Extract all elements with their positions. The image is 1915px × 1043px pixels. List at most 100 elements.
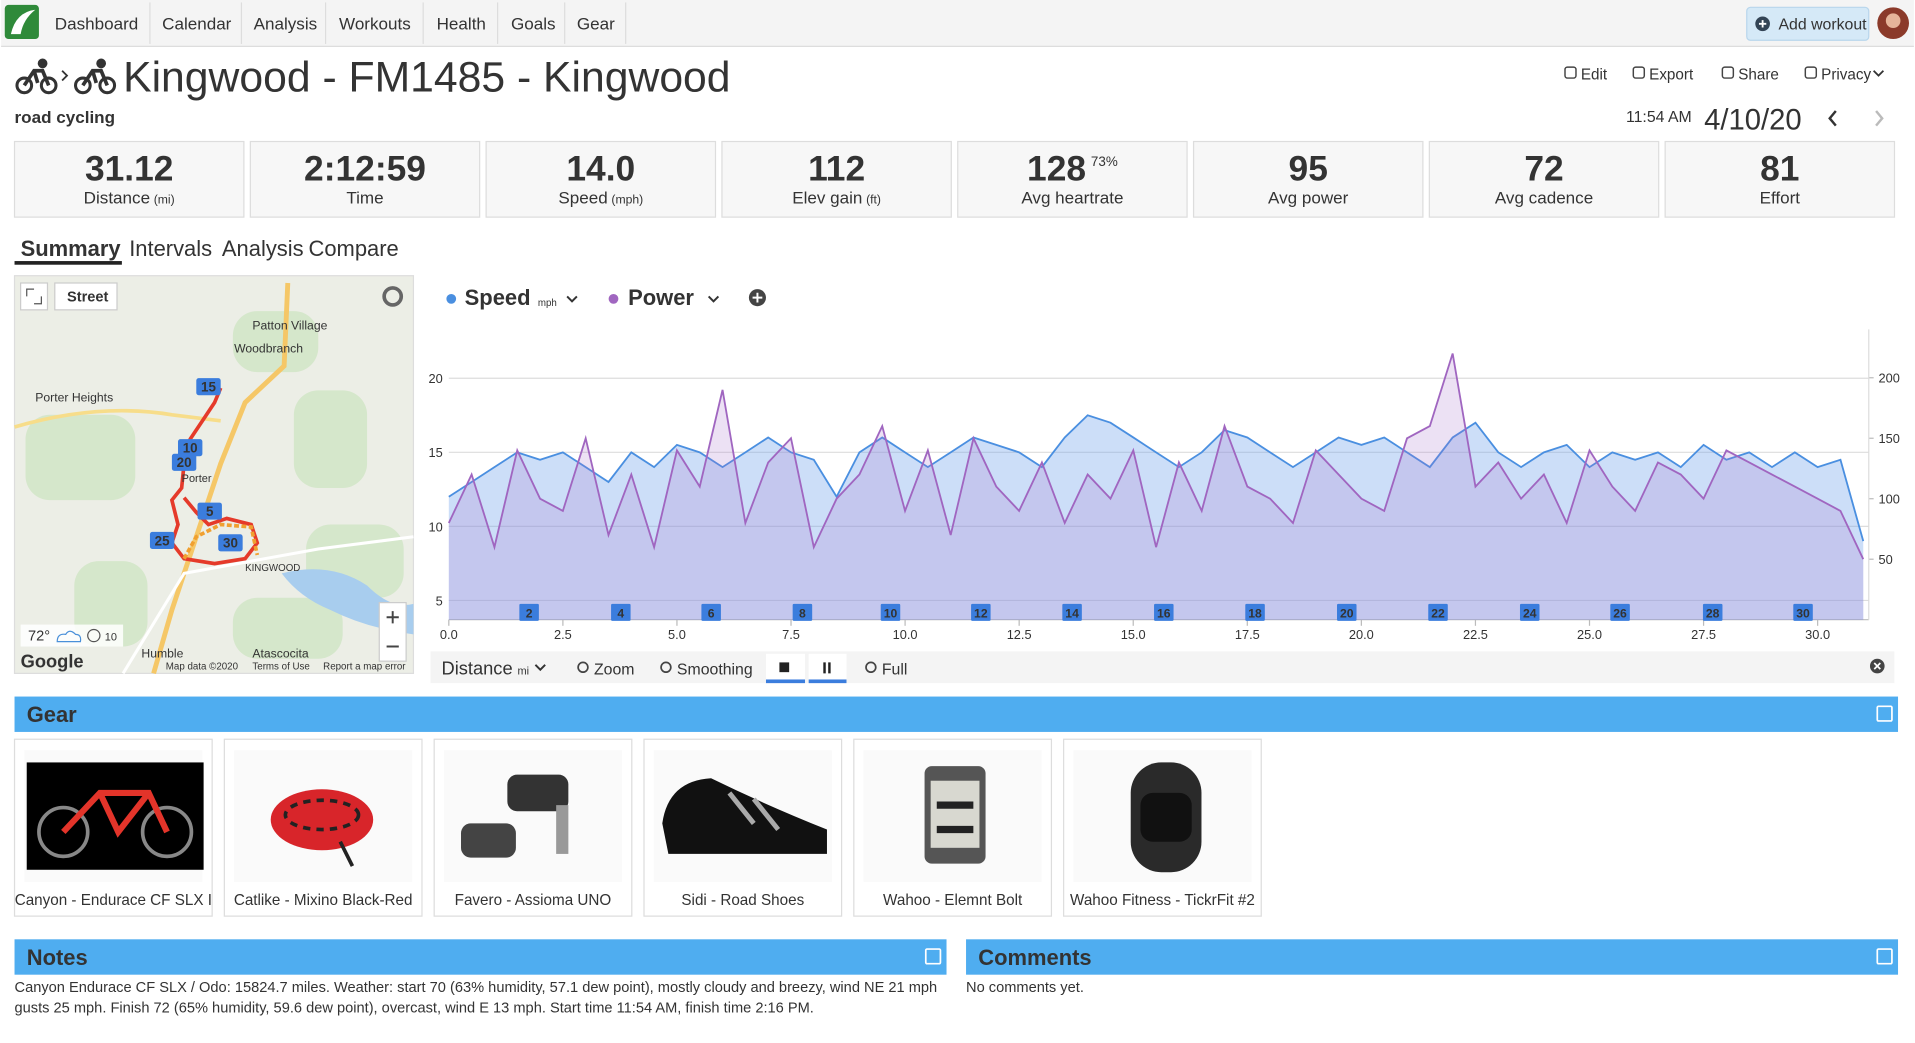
x-tick-label: 20.0 <box>1349 627 1374 642</box>
nav-item[interactable]: Goals <box>511 14 556 33</box>
map-attribution: Terms of Use <box>252 662 309 673</box>
prev-date[interactable] <box>1828 110 1837 127</box>
legend-label[interactable]: Power <box>628 285 694 310</box>
tab[interactable]: Summary <box>21 236 122 261</box>
lap-marker[interactable] <box>1793 603 1813 621</box>
map-temp: 72° <box>28 628 50 644</box>
x-tick-label: 2.5 <box>554 627 572 642</box>
tab[interactable]: Analysis <box>222 236 304 261</box>
stat-box <box>1664 140 1896 218</box>
stat-value: 95 <box>1289 150 1328 189</box>
map-road <box>14 408 221 429</box>
stat-number: 14.0 <box>566 150 635 189</box>
map-lap-marker[interactable] <box>197 502 222 520</box>
lap-marker[interactable] <box>971 603 991 621</box>
helmet-vent <box>283 798 361 832</box>
stat-number: 2:12:59 <box>304 150 426 189</box>
lap-marker[interactable] <box>611 603 631 621</box>
lap-marker[interactable] <box>1428 603 1448 621</box>
nav-item[interactable]: Dashboard <box>55 14 138 33</box>
x-axis-selector[interactable]: Distance mi <box>441 658 529 679</box>
stat-value: 112 <box>808 150 865 189</box>
sport-icon-body <box>22 68 51 87</box>
tab[interactable]: Intervals <box>129 236 212 261</box>
nav-item[interactable]: Calendar <box>162 14 232 33</box>
bike-computer-screen <box>930 780 980 848</box>
gear-name[interactable]: Wahoo Fitness - TickrFit #2 <box>1070 892 1255 909</box>
map-layer[interactable]: Street <box>67 289 109 305</box>
map-expand[interactable] <box>20 282 49 311</box>
nav-item[interactable]: Health <box>437 14 486 33</box>
gear-name[interactable]: Catlike - Mixino Black-Red <box>234 892 413 909</box>
comments-bar-icon[interactable] <box>1876 948 1893 965</box>
map-lap-marker[interactable] <box>171 453 197 471</box>
active-tab-underline <box>14 261 122 265</box>
lap-marker[interactable] <box>519 603 539 621</box>
lap-label: 30 <box>1796 606 1810 620</box>
lap-marker[interactable] <box>1702 603 1723 621</box>
lap-marker[interactable] <box>1245 603 1265 621</box>
view-toggle-underline <box>765 679 806 684</box>
legend-label[interactable]: Speed <box>465 285 531 310</box>
nav-item[interactable]: Workouts <box>339 14 411 33</box>
gear-name[interactable]: Wahoo - Elemnt Bolt <box>883 892 1023 909</box>
chart-tool[interactable]: Smoothing <box>677 662 753 679</box>
map-lap-marker[interactable] <box>177 439 203 457</box>
lap-marker[interactable] <box>1154 603 1174 621</box>
lap-label: 12 <box>974 606 988 620</box>
bike-wheel <box>140 805 194 859</box>
map-lap-marker[interactable] <box>149 531 175 549</box>
comments-text: No comments yet. <box>966 980 1084 996</box>
header-action[interactable]: Export <box>1649 66 1694 83</box>
notes-text: gusts 25 mph. Finish 72 (65% humidity, 5… <box>15 1001 814 1017</box>
sport-icon-body <box>81 68 109 87</box>
gear-bar-icon[interactable] <box>1876 705 1893 722</box>
lap-marker[interactable] <box>1062 603 1082 621</box>
map-brand: Google <box>21 650 84 671</box>
gear-name[interactable]: Sidi - Road Shoes <box>681 892 804 909</box>
gear-name[interactable]: Canyon - Endurace CF SLX I <box>15 892 212 909</box>
lap-marker[interactable] <box>880 603 901 621</box>
header-action[interactable]: Share <box>1738 66 1779 83</box>
nav-item[interactable]: Gear <box>577 14 615 33</box>
avatar-face <box>1885 13 1901 29</box>
pedal <box>507 774 569 812</box>
header-action[interactable]: Privacy <box>1821 66 1871 83</box>
lap-marker[interactable] <box>1337 603 1357 621</box>
map-lap-marker[interactable] <box>218 534 243 552</box>
chart-tool[interactable]: Full <box>882 662 908 679</box>
stat-value: 128 73% <box>1027 150 1118 189</box>
map-lap-marker[interactable] <box>196 378 221 396</box>
x-tick-label: 12.5 <box>1007 627 1032 642</box>
nav-item[interactable]: Analysis <box>254 14 318 33</box>
comments-title: Comments <box>978 945 1091 970</box>
stat-value: 2:12:59 <box>304 150 426 189</box>
x-tick-label: 25.0 <box>1577 627 1602 642</box>
add-workout-button[interactable] <box>1746 6 1870 41</box>
x-axis-unit: mi <box>518 666 530 678</box>
legend-caret[interactable] <box>566 295 578 303</box>
stat-unit: (mph) <box>611 193 643 207</box>
lap-marker[interactable] <box>1610 603 1630 621</box>
map-settings[interactable] <box>382 286 404 307</box>
chart-tool[interactable]: Zoom <box>594 662 635 679</box>
lap-marker[interactable] <box>792 603 813 621</box>
add-workout-label[interactable]: Add workout <box>1778 16 1867 33</box>
map-park <box>293 390 368 488</box>
gear-name[interactable]: Favero - Assioma UNO <box>455 892 612 909</box>
pause-toggle[interactable] <box>808 653 847 681</box>
hr-band-sensor <box>1140 792 1192 842</box>
action-icon <box>1804 66 1818 79</box>
lap-marker[interactable] <box>1519 603 1540 621</box>
next-date[interactable] <box>1875 110 1884 127</box>
notes-bar-icon[interactable] <box>924 948 942 965</box>
tab[interactable]: Compare <box>309 236 399 261</box>
header-action[interactable]: Edit <box>1581 66 1608 83</box>
lap-marker[interactable] <box>701 603 721 621</box>
map-layer-button[interactable] <box>54 282 118 311</box>
stat-extra: 73% <box>1091 154 1118 169</box>
action-icon <box>1721 66 1735 79</box>
legend-caret[interactable] <box>707 295 720 303</box>
pedal-spindle <box>556 805 569 854</box>
